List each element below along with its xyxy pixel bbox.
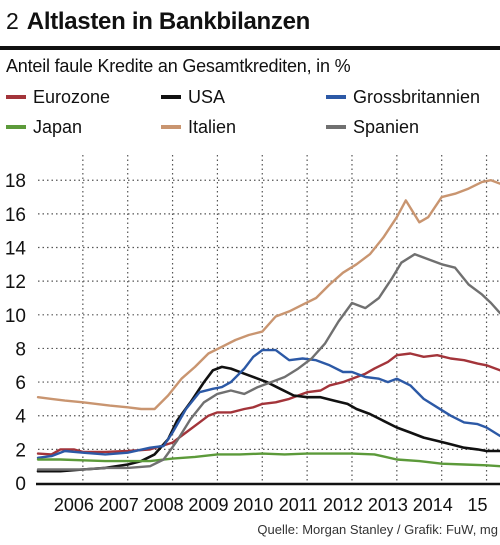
legend: Eurozone USA Grossbritannien Japan Itali… — [6, 85, 500, 141]
legend-label-usa: USA — [188, 86, 226, 107]
x-tick-label-2006: 2006 — [54, 495, 94, 515]
x-tick-label-2014: 2014 — [413, 495, 453, 515]
y-tick-label-4: 4 — [15, 407, 26, 428]
chart-title: Altlasten in Bankbilanzen — [26, 8, 311, 35]
series-line-usa — [36, 365, 500, 473]
x-tick-label-2013: 2013 — [368, 495, 408, 515]
x-tick-label-2008: 2008 — [144, 495, 184, 515]
legend-label-eurozone: Eurozone — [33, 86, 111, 107]
title-rule — [0, 46, 500, 50]
legend-label-spanien: Spanien — [353, 116, 420, 137]
legend-item-eurozone: Eurozone — [6, 85, 110, 109]
series-line-spanien — [36, 253, 500, 471]
legend-label-grossbritannien: Grossbritannien — [353, 86, 481, 107]
chart-subtitle: Anteil faule Kredite an Gesamtkrediten, … — [6, 56, 351, 76]
y-tick-label-18: 18 — [5, 171, 26, 192]
x-tick-label-2010: 2010 — [233, 495, 273, 515]
y-tick-label-10: 10 — [5, 306, 26, 327]
source-note: Quelle: Morgan Stanley / Grafik: FuW, mg — [257, 522, 498, 537]
legend-swatch-japan — [6, 125, 26, 129]
legend-swatch-eurozone — [6, 95, 26, 99]
x-tick-label-2007: 2007 — [99, 495, 139, 515]
legend-swatch-usa — [161, 95, 181, 99]
legend-item-italien: Italien — [161, 115, 236, 139]
x-tick-label-15: 15 — [468, 495, 488, 515]
legend-swatch-italien — [161, 125, 181, 129]
x-tick-label-2012: 2012 — [323, 495, 363, 515]
legend-label-italien: Italien — [188, 116, 237, 137]
y-tick-label-0: 0 — [15, 474, 26, 495]
title-row: 2 Altlasten in Bankbilanzen — [6, 8, 310, 42]
y-tick-label-8: 8 — [15, 339, 26, 360]
series-line-japan — [36, 452, 500, 468]
y-tick-label-16: 16 — [5, 205, 26, 226]
legend-item-grossbritannien: Grossbritannien — [326, 85, 480, 109]
x-tick-label-2011: 2011 — [279, 495, 318, 515]
legend-item-spanien: Spanien — [326, 115, 419, 139]
y-tick-label-12: 12 — [5, 272, 26, 293]
figure-number: 2 — [6, 8, 19, 34]
y-tick-label-6: 6 — [15, 373, 26, 394]
x-tick-label-2009: 2009 — [188, 495, 228, 515]
series-line-eurozone — [36, 352, 500, 456]
y-tick-label-2: 2 — [15, 440, 26, 461]
legend-item-japan: Japan — [6, 115, 82, 139]
legend-item-usa: USA — [161, 85, 225, 109]
legend-swatch-spanien — [326, 125, 346, 129]
y-tick-label-14: 14 — [5, 239, 27, 260]
legend-label-japan: Japan — [33, 116, 83, 137]
series-line-grossbritannien — [36, 348, 500, 459]
series-line-italien — [36, 179, 500, 411]
legend-swatch-grossbritannien — [326, 95, 346, 99]
